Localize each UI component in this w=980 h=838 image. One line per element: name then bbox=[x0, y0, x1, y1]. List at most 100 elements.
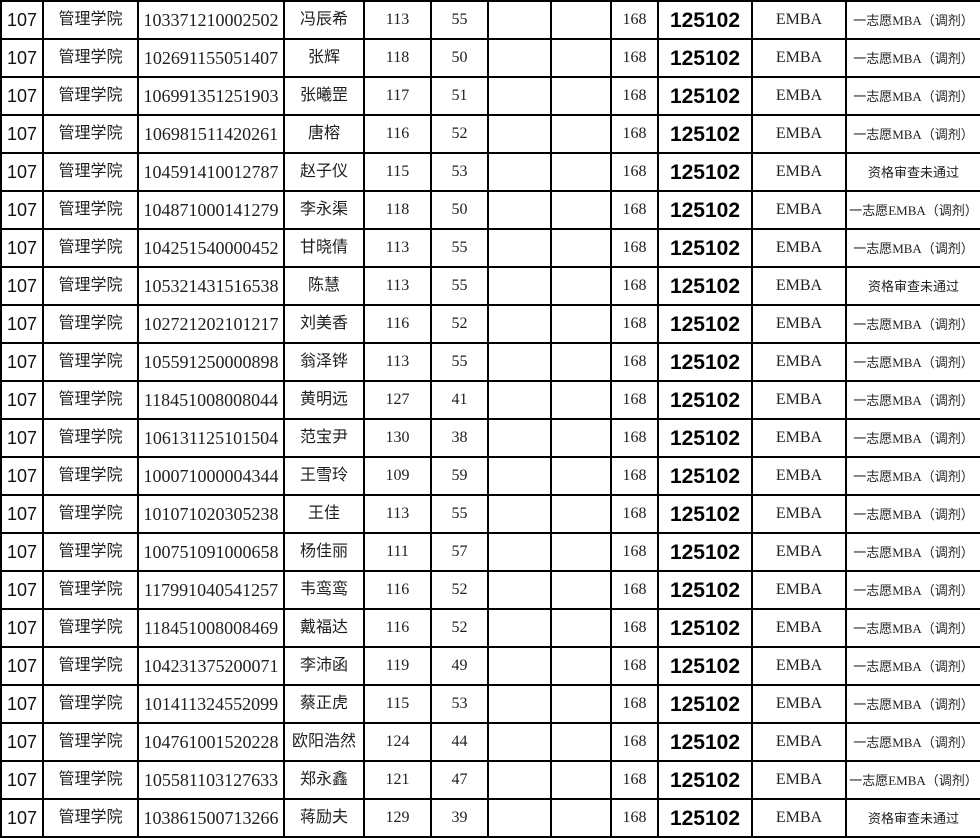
cell-program: EMBA bbox=[751, 152, 847, 192]
cell-total-score: 168 bbox=[610, 304, 659, 344]
cell-remark: 一志愿MBA（调剂） bbox=[845, 532, 980, 572]
cell-total-score: 168 bbox=[610, 798, 659, 838]
cell-blank-2 bbox=[550, 646, 612, 686]
cell-blank-1 bbox=[487, 342, 552, 382]
cell-score-2: 55 bbox=[430, 228, 489, 268]
cell-program: EMBA bbox=[751, 456, 847, 496]
cell-score-1: 127 bbox=[363, 380, 432, 420]
cell-exam-id: 104251540000452 bbox=[137, 228, 285, 268]
cell-program: EMBA bbox=[751, 38, 847, 78]
cell-dept-name: 管理学院 bbox=[42, 798, 139, 838]
cell-exam-id: 105321431516538 bbox=[137, 266, 285, 306]
cell-total-score: 168 bbox=[610, 190, 659, 230]
cell-major-code: 125102 bbox=[657, 494, 753, 534]
cell-blank-2 bbox=[550, 266, 612, 306]
cell-dept-code: 107 bbox=[0, 342, 44, 382]
cell-major-code: 125102 bbox=[657, 0, 753, 40]
cell-major-code: 125102 bbox=[657, 456, 753, 496]
table-row: 107 管理学院 104231375200071 李沛函 119 49 168 … bbox=[0, 646, 980, 686]
cell-score-2: 39 bbox=[430, 798, 489, 838]
cell-exam-id: 104871000141279 bbox=[137, 190, 285, 230]
cell-blank-2 bbox=[550, 114, 612, 154]
cell-dept-name: 管理学院 bbox=[42, 0, 139, 40]
cell-exam-id: 103371210002502 bbox=[137, 0, 285, 40]
cell-score-2: 55 bbox=[430, 266, 489, 306]
cell-dept-name: 管理学院 bbox=[42, 418, 139, 458]
cell-dept-name: 管理学院 bbox=[42, 228, 139, 268]
cell-dept-code: 107 bbox=[0, 684, 44, 724]
cell-total-score: 168 bbox=[610, 380, 659, 420]
cell-major-code: 125102 bbox=[657, 418, 753, 458]
cell-score-1: 116 bbox=[363, 570, 432, 610]
cell-candidate-name: 蒋励夫 bbox=[283, 798, 365, 838]
cell-major-code: 125102 bbox=[657, 646, 753, 686]
cell-score-1: 117 bbox=[363, 76, 432, 116]
cell-dept-name: 管理学院 bbox=[42, 190, 139, 230]
cell-major-code: 125102 bbox=[657, 76, 753, 116]
cell-dept-name: 管理学院 bbox=[42, 494, 139, 534]
table-row: 107 管理学院 106991351251903 张曦罡 117 51 168 … bbox=[0, 76, 980, 116]
cell-score-2: 53 bbox=[430, 684, 489, 724]
cell-blank-1 bbox=[487, 494, 552, 534]
cell-dept-code: 107 bbox=[0, 152, 44, 192]
cell-dept-name: 管理学院 bbox=[42, 38, 139, 78]
cell-major-code: 125102 bbox=[657, 114, 753, 154]
cell-blank-2 bbox=[550, 570, 612, 610]
cell-dept-name: 管理学院 bbox=[42, 684, 139, 724]
cell-dept-code: 107 bbox=[0, 0, 44, 40]
cell-candidate-name: 甘晓倩 bbox=[283, 228, 365, 268]
cell-exam-id: 103861500713266 bbox=[137, 798, 285, 838]
cell-score-1: 119 bbox=[363, 646, 432, 686]
cell-major-code: 125102 bbox=[657, 532, 753, 572]
cell-score-2: 55 bbox=[430, 342, 489, 382]
cell-candidate-name: 范宝尹 bbox=[283, 418, 365, 458]
cell-program: EMBA bbox=[751, 228, 847, 268]
cell-major-code: 125102 bbox=[657, 798, 753, 838]
cell-score-2: 57 bbox=[430, 532, 489, 572]
cell-major-code: 125102 bbox=[657, 38, 753, 78]
cell-major-code: 125102 bbox=[657, 152, 753, 192]
cell-major-code: 125102 bbox=[657, 760, 753, 800]
cell-dept-code: 107 bbox=[0, 266, 44, 306]
cell-score-2: 50 bbox=[430, 190, 489, 230]
cell-score-1: 115 bbox=[363, 684, 432, 724]
table-row: 107 管理学院 103861500713266 蒋励夫 129 39 168 … bbox=[0, 798, 980, 838]
cell-program: EMBA bbox=[751, 722, 847, 762]
cell-dept-name: 管理学院 bbox=[42, 114, 139, 154]
cell-total-score: 168 bbox=[610, 760, 659, 800]
cell-blank-1 bbox=[487, 114, 552, 154]
cell-exam-id: 100071000004344 bbox=[137, 456, 285, 496]
cell-blank-1 bbox=[487, 798, 552, 838]
cell-major-code: 125102 bbox=[657, 380, 753, 420]
cell-remark: 一志愿MBA（调剂） bbox=[845, 456, 980, 496]
cell-program: EMBA bbox=[751, 532, 847, 572]
cell-score-1: 113 bbox=[363, 342, 432, 382]
cell-remark: 一志愿MBA（调剂） bbox=[845, 418, 980, 458]
cell-dept-code: 107 bbox=[0, 304, 44, 344]
cell-exam-id: 105591250000898 bbox=[137, 342, 285, 382]
cell-candidate-name: 郑永鑫 bbox=[283, 760, 365, 800]
cell-dept-name: 管理学院 bbox=[42, 646, 139, 686]
cell-remark: 一志愿MBA（调剂） bbox=[845, 38, 980, 78]
cell-blank-1 bbox=[487, 608, 552, 648]
cell-total-score: 168 bbox=[610, 684, 659, 724]
cell-total-score: 168 bbox=[610, 722, 659, 762]
cell-total-score: 168 bbox=[610, 494, 659, 534]
cell-score-2: 55 bbox=[430, 0, 489, 40]
cell-dept-name: 管理学院 bbox=[42, 152, 139, 192]
cell-dept-name: 管理学院 bbox=[42, 266, 139, 306]
cell-total-score: 168 bbox=[610, 418, 659, 458]
cell-program: EMBA bbox=[751, 570, 847, 610]
cell-dept-code: 107 bbox=[0, 190, 44, 230]
cell-program: EMBA bbox=[751, 418, 847, 458]
cell-exam-id: 104761001520228 bbox=[137, 722, 285, 762]
cell-blank-2 bbox=[550, 342, 612, 382]
cell-score-2: 49 bbox=[430, 646, 489, 686]
table-row: 107 管理学院 104871000141279 李永渠 118 50 168 … bbox=[0, 190, 980, 230]
cell-total-score: 168 bbox=[610, 532, 659, 572]
cell-blank-2 bbox=[550, 722, 612, 762]
cell-candidate-name: 欧阳浩然 bbox=[283, 722, 365, 762]
cell-remark: 资格审查未通过 bbox=[845, 798, 980, 838]
cell-remark: 一志愿MBA（调剂） bbox=[845, 0, 980, 40]
table-row: 107 管理学院 105581103127633 郑永鑫 121 47 168 … bbox=[0, 760, 980, 800]
